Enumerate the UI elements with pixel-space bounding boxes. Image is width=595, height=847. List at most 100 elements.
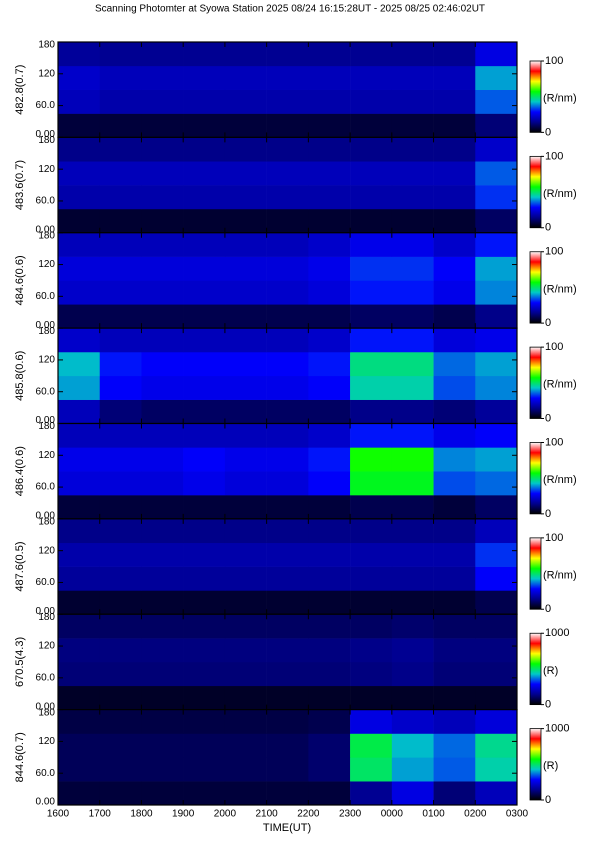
heatmap-cell [58, 399, 101, 424]
heatmap-cell [58, 566, 101, 591]
colorbar-label: (R/nm) [543, 93, 577, 105]
heatmap-cell [433, 685, 476, 710]
heatmap-cell [391, 161, 434, 186]
x-tick-label: 1600 [47, 809, 70, 820]
x-tick-label: 1800 [130, 809, 153, 820]
heatmap-cell [141, 399, 184, 424]
heatmap-cell [350, 518, 393, 544]
heatmap-cell [433, 518, 476, 544]
heatmap-cell [224, 375, 267, 400]
heatmap-cell [391, 42, 434, 67]
heatmap-cell [475, 185, 518, 210]
heatmap-cell [308, 161, 351, 186]
heatmap-cell [183, 423, 226, 448]
heatmap-cell [99, 423, 142, 448]
heatmap-cell [141, 447, 184, 472]
heatmap-cell [183, 232, 226, 257]
heatmap-cell [99, 614, 142, 639]
heatmap-cell [475, 256, 518, 281]
heatmap-cell [224, 304, 267, 329]
heatmap-cell [224, 709, 267, 734]
heatmap-cell [433, 113, 476, 138]
heatmap-cell [183, 351, 226, 377]
heatmap-cell [308, 423, 351, 448]
heatmap-cell [266, 518, 309, 544]
heatmap-cell [224, 733, 267, 758]
heatmap-cell [433, 566, 476, 591]
heatmap-cell [475, 137, 518, 162]
heatmap-cell [266, 185, 309, 210]
y-axis-title: 482.8(0.7) [14, 65, 26, 115]
heatmap-cell [183, 280, 226, 305]
y-tick-label: 120 [38, 450, 55, 461]
colorbar [529, 251, 542, 324]
heatmap-cell [350, 709, 393, 734]
y-tick-label: 0.00 [36, 320, 56, 331]
heatmap-cell [308, 733, 351, 758]
heatmap-cell [433, 709, 476, 734]
heatmap-cell [99, 256, 142, 281]
heatmap-cell [391, 137, 434, 162]
x-tick-label: 1700 [89, 809, 112, 820]
heatmap-cell [475, 781, 518, 806]
heatmap-cell [266, 471, 309, 496]
y-tick-label: 60.0 [36, 386, 56, 397]
y-tick-label: 120 [38, 164, 55, 175]
heatmap-cell [350, 757, 393, 782]
heatmap-cell [224, 161, 267, 186]
heatmap-cell [433, 781, 476, 806]
heatmap-cell [58, 590, 101, 615]
heatmap-cell [224, 137, 267, 162]
heatmap-cell [58, 351, 101, 377]
heatmap-cell [183, 542, 226, 567]
heatmap-cell [475, 590, 518, 615]
heatmap-cell [99, 471, 142, 496]
heatmap-cell [391, 351, 434, 377]
y-tick-label: 0.00 [36, 797, 56, 808]
heatmap-cell [433, 471, 476, 496]
heatmap-cell [308, 328, 351, 353]
y-tick-label: 180 [38, 326, 55, 337]
heatmap-cell [475, 208, 518, 234]
heatmap-cell [58, 423, 101, 448]
heatmap-cell [224, 566, 267, 591]
x-tick-label: 1900 [172, 809, 195, 820]
heatmap-cell [224, 661, 267, 687]
y-tick-label: 60.0 [36, 291, 56, 302]
heatmap-cell [141, 542, 184, 567]
heatmap-cell [141, 65, 184, 90]
colorbar [529, 632, 542, 706]
colorbar [529, 728, 542, 801]
colorbar-tick-label: 0 [545, 603, 551, 615]
heatmap-cell [99, 65, 142, 90]
heatmap-cell [475, 709, 518, 734]
heatmap-cell [224, 113, 267, 138]
heatmap-cell [391, 375, 434, 400]
heatmap-cell [391, 423, 434, 448]
colorbar-tick-label: 100 [545, 436, 563, 448]
heatmap-cell [308, 781, 351, 806]
heatmap-cell [58, 304, 101, 329]
heatmap-cell [266, 161, 309, 186]
heatmap-cell [141, 208, 184, 234]
heatmap-cell [391, 614, 434, 639]
colorbar-tick-label: 0 [545, 508, 551, 520]
heatmap-cell [350, 351, 393, 377]
heatmap-cell [58, 709, 101, 734]
heatmap-cell [99, 208, 142, 234]
y-axis-title: 844.6(0.7) [14, 732, 26, 782]
heatmap-cell [58, 328, 101, 353]
heatmap-cell [350, 614, 393, 639]
colorbar-tick-label: 100 [545, 532, 563, 544]
heatmap-cell [308, 566, 351, 591]
heatmap-cell [391, 65, 434, 90]
heatmap-cell [141, 685, 184, 710]
heatmap-cell [58, 733, 101, 758]
heatmap-cell [183, 709, 226, 734]
heatmap-cell [475, 471, 518, 496]
heatmap-cell [58, 42, 101, 67]
heatmap-cell [224, 447, 267, 472]
heatmap-cell [183, 185, 226, 210]
heatmap-cell [141, 423, 184, 448]
heatmap-cell [224, 65, 267, 90]
